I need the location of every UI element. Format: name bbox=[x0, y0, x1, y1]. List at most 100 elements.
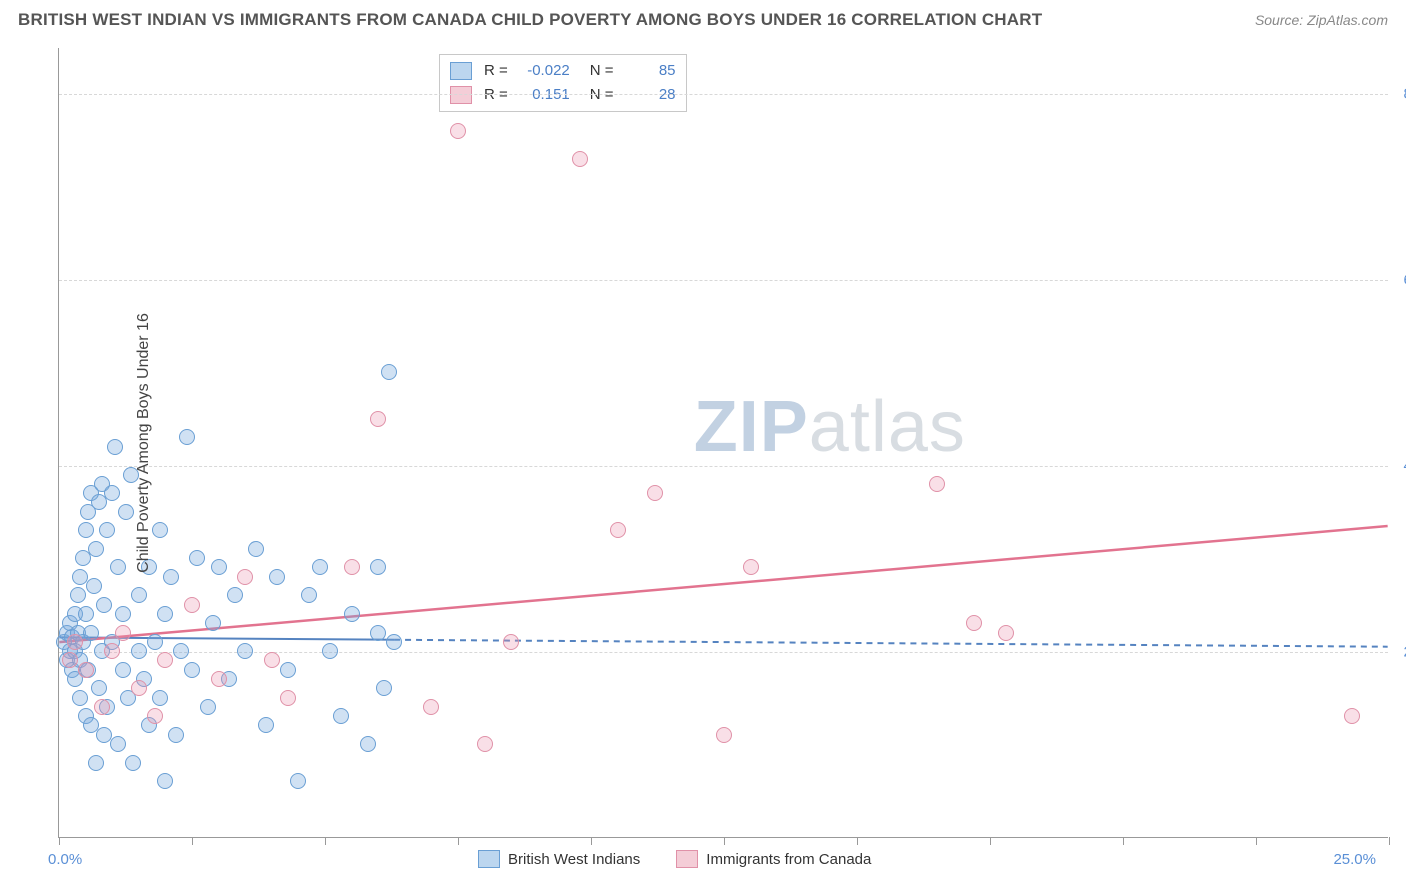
data-point bbox=[179, 429, 195, 445]
data-point bbox=[104, 643, 120, 659]
chart-container: ZIPatlas R =-0.022N =85R =0.151N =28 20.… bbox=[58, 48, 1388, 838]
data-point bbox=[78, 522, 94, 538]
gridline bbox=[59, 466, 1388, 467]
legend-r-label: R = bbox=[484, 59, 508, 83]
data-point bbox=[381, 364, 397, 380]
data-point bbox=[280, 662, 296, 678]
data-point bbox=[131, 680, 147, 696]
data-point bbox=[131, 643, 147, 659]
data-point bbox=[344, 606, 360, 622]
y-axis-title: Child Poverty Among Boys Under 16 bbox=[135, 313, 153, 573]
data-point bbox=[189, 550, 205, 566]
data-point bbox=[173, 643, 189, 659]
data-point bbox=[301, 587, 317, 603]
data-point bbox=[333, 708, 349, 724]
data-point bbox=[376, 680, 392, 696]
legend-n-value: 85 bbox=[622, 59, 676, 83]
legend-label: British West Indians bbox=[508, 851, 640, 868]
data-point bbox=[322, 643, 338, 659]
data-point bbox=[78, 662, 94, 678]
x-tick bbox=[458, 837, 459, 845]
data-point bbox=[115, 606, 131, 622]
data-point bbox=[131, 587, 147, 603]
data-point bbox=[88, 541, 104, 557]
data-point bbox=[370, 559, 386, 575]
data-point bbox=[370, 411, 386, 427]
x-tick bbox=[325, 837, 326, 845]
data-point bbox=[423, 699, 439, 715]
legend-series: British West Indians Immigrants from Cana… bbox=[478, 850, 871, 868]
data-point bbox=[966, 615, 982, 631]
data-point bbox=[280, 690, 296, 706]
legend-correlation: R =-0.022N =85R =0.151N =28 bbox=[439, 54, 687, 112]
data-point bbox=[211, 671, 227, 687]
legend-r-value: -0.022 bbox=[516, 59, 570, 83]
data-point bbox=[200, 699, 216, 715]
data-point bbox=[157, 773, 173, 789]
source-attribution: Source: ZipAtlas.com bbox=[1255, 12, 1388, 28]
data-point bbox=[83, 625, 99, 641]
watermark: ZIPatlas bbox=[694, 386, 966, 468]
x-tick bbox=[990, 837, 991, 845]
data-point bbox=[503, 634, 519, 650]
legend-item: Immigrants from Canada bbox=[676, 850, 871, 868]
data-point bbox=[152, 522, 168, 538]
legend-item: British West Indians bbox=[478, 850, 640, 868]
data-point bbox=[147, 634, 163, 650]
data-point bbox=[157, 652, 173, 668]
data-point bbox=[70, 587, 86, 603]
data-point bbox=[258, 717, 274, 733]
data-point bbox=[998, 625, 1014, 641]
data-point bbox=[248, 541, 264, 557]
data-point bbox=[118, 504, 134, 520]
data-point bbox=[211, 559, 227, 575]
legend-swatch bbox=[676, 850, 698, 868]
x-axis-min-label: 0.0% bbox=[48, 851, 82, 868]
data-point bbox=[157, 606, 173, 622]
x-tick bbox=[724, 837, 725, 845]
x-tick bbox=[857, 837, 858, 845]
x-tick bbox=[1256, 837, 1257, 845]
data-point bbox=[450, 123, 466, 139]
data-point bbox=[72, 690, 88, 706]
data-point bbox=[237, 569, 253, 585]
title-bar: BRITISH WEST INDIAN VS IMMIGRANTS FROM C… bbox=[0, 0, 1406, 36]
data-point bbox=[572, 151, 588, 167]
data-point bbox=[743, 559, 759, 575]
data-point bbox=[184, 597, 200, 613]
legend-n-label: N = bbox=[590, 59, 614, 83]
plot-area: ZIPatlas R =-0.022N =85R =0.151N =28 20.… bbox=[58, 48, 1388, 838]
data-point bbox=[163, 569, 179, 585]
legend-row: R = -0.022 N = 85 bbox=[450, 59, 676, 83]
data-point bbox=[67, 634, 83, 650]
data-point bbox=[716, 727, 732, 743]
x-tick bbox=[1389, 837, 1390, 845]
data-point bbox=[610, 522, 626, 538]
legend-swatch bbox=[478, 850, 500, 868]
data-point bbox=[152, 690, 168, 706]
data-point bbox=[107, 439, 123, 455]
data-point bbox=[125, 755, 141, 771]
watermark-bold: ZIP bbox=[694, 387, 809, 467]
data-point bbox=[227, 587, 243, 603]
data-point bbox=[110, 559, 126, 575]
watermark-light: atlas bbox=[809, 387, 966, 467]
data-point bbox=[62, 652, 78, 668]
data-point bbox=[264, 652, 280, 668]
data-point bbox=[386, 634, 402, 650]
gridline bbox=[59, 652, 1388, 653]
legend-label: Immigrants from Canada bbox=[706, 851, 871, 868]
data-point bbox=[78, 606, 94, 622]
y-tick-label: 40.0% bbox=[1396, 458, 1406, 475]
data-point bbox=[1344, 708, 1360, 724]
data-point bbox=[205, 615, 221, 631]
data-point bbox=[360, 736, 376, 752]
data-point bbox=[647, 485, 663, 501]
data-point bbox=[94, 699, 110, 715]
y-tick-label: 20.0% bbox=[1396, 644, 1406, 661]
data-point bbox=[96, 597, 112, 613]
data-point bbox=[104, 485, 120, 501]
y-tick-label: 80.0% bbox=[1396, 86, 1406, 103]
data-point bbox=[86, 578, 102, 594]
data-point bbox=[147, 708, 163, 724]
